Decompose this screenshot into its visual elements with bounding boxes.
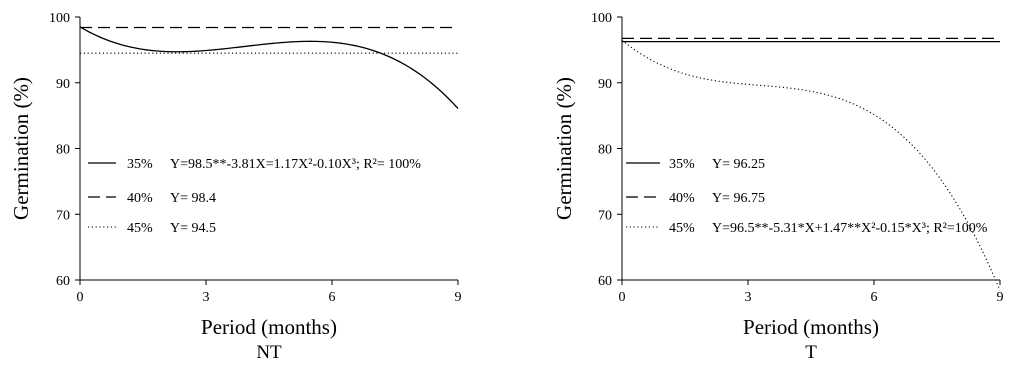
chart-0-y-tick-label: 60 <box>56 274 70 289</box>
chart-1-x-tick-label: 9 <box>997 290 1004 305</box>
chart-0-y-tick-label: 80 <box>56 143 70 158</box>
chart-1-y-tick-label: 80 <box>598 143 612 158</box>
chart-0-legend-name-2: 45% <box>127 221 153 236</box>
chart-1-legend-name-1: 40% <box>669 191 695 206</box>
chart-1-legend-name-0: 35% <box>669 157 695 172</box>
chart-1-x-tick-label: 3 <box>745 290 752 305</box>
chart-1-legend-name-2: 45% <box>669 221 695 236</box>
chart-0-series-0-line <box>79 26 459 109</box>
chart-1-panel-label: T <box>805 342 817 363</box>
chart-0-y-tick-label: 70 <box>56 208 70 223</box>
chart-1-y-tick-label: 60 <box>598 274 612 289</box>
chart-0-legend-equation-1: Y= 98.4 <box>170 191 216 206</box>
chart-1-panel: 60 70 80 90 100 0 3 6 9 Period (months) T Germinati… <box>552 11 1004 363</box>
chart-1-y-axis-title: Germination (%) <box>552 77 576 220</box>
chart-1-legend-equation-1: Y= 96.75 <box>712 191 765 206</box>
chart-1-y-tick-label: 90 <box>598 77 612 92</box>
chart-1-x-axis-title: Period (months) <box>743 315 879 339</box>
chart-0-legend-name-0: 35% <box>127 157 153 172</box>
chart-0-x-axis-title: Period (months) <box>201 315 337 339</box>
chart-0-legend-equation-0: Y=98.5**-3.81X=1.17X²-0.10X³; R²= 100% <box>170 157 421 172</box>
chart-1-legend-equation-2: Y=96.5**-5.31*X+1.47**X²-0.15*X³; R²=100… <box>712 221 988 236</box>
chart-0-y-axis-title: Germination (%) <box>9 77 33 220</box>
chart-1-series-2-line <box>621 39 1001 291</box>
chart-0-x-tick-label: 3 <box>203 290 210 305</box>
chart-0-x-tick-label: 0 <box>77 290 84 305</box>
chart-0-x-tick-label: 9 <box>455 290 462 305</box>
chart-0-legend-equation-2: Y= 94.5 <box>170 221 216 236</box>
chart-0-y-tick-label: 100 <box>49 11 70 26</box>
chart-0-legend-name-1: 40% <box>127 191 153 206</box>
chart-0-x-tick-label: 6 <box>329 290 336 305</box>
chart-1-x-tick-label: 6 <box>871 290 878 305</box>
chart-0-y-tick-label: 90 <box>56 77 70 92</box>
chart-0-panel: 60 70 80 90 100 0 3 6 9 Period (months) NT Germinat… <box>9 11 462 363</box>
chart-1-y-tick-label: 70 <box>598 208 612 223</box>
chart-0-panel-label: NT <box>256 342 282 363</box>
chart-1-legend-equation-0: Y= 96.25 <box>712 157 765 172</box>
chart-1-y-tick-label: 100 <box>591 11 612 26</box>
chart-1-x-tick-label: 0 <box>619 290 626 305</box>
